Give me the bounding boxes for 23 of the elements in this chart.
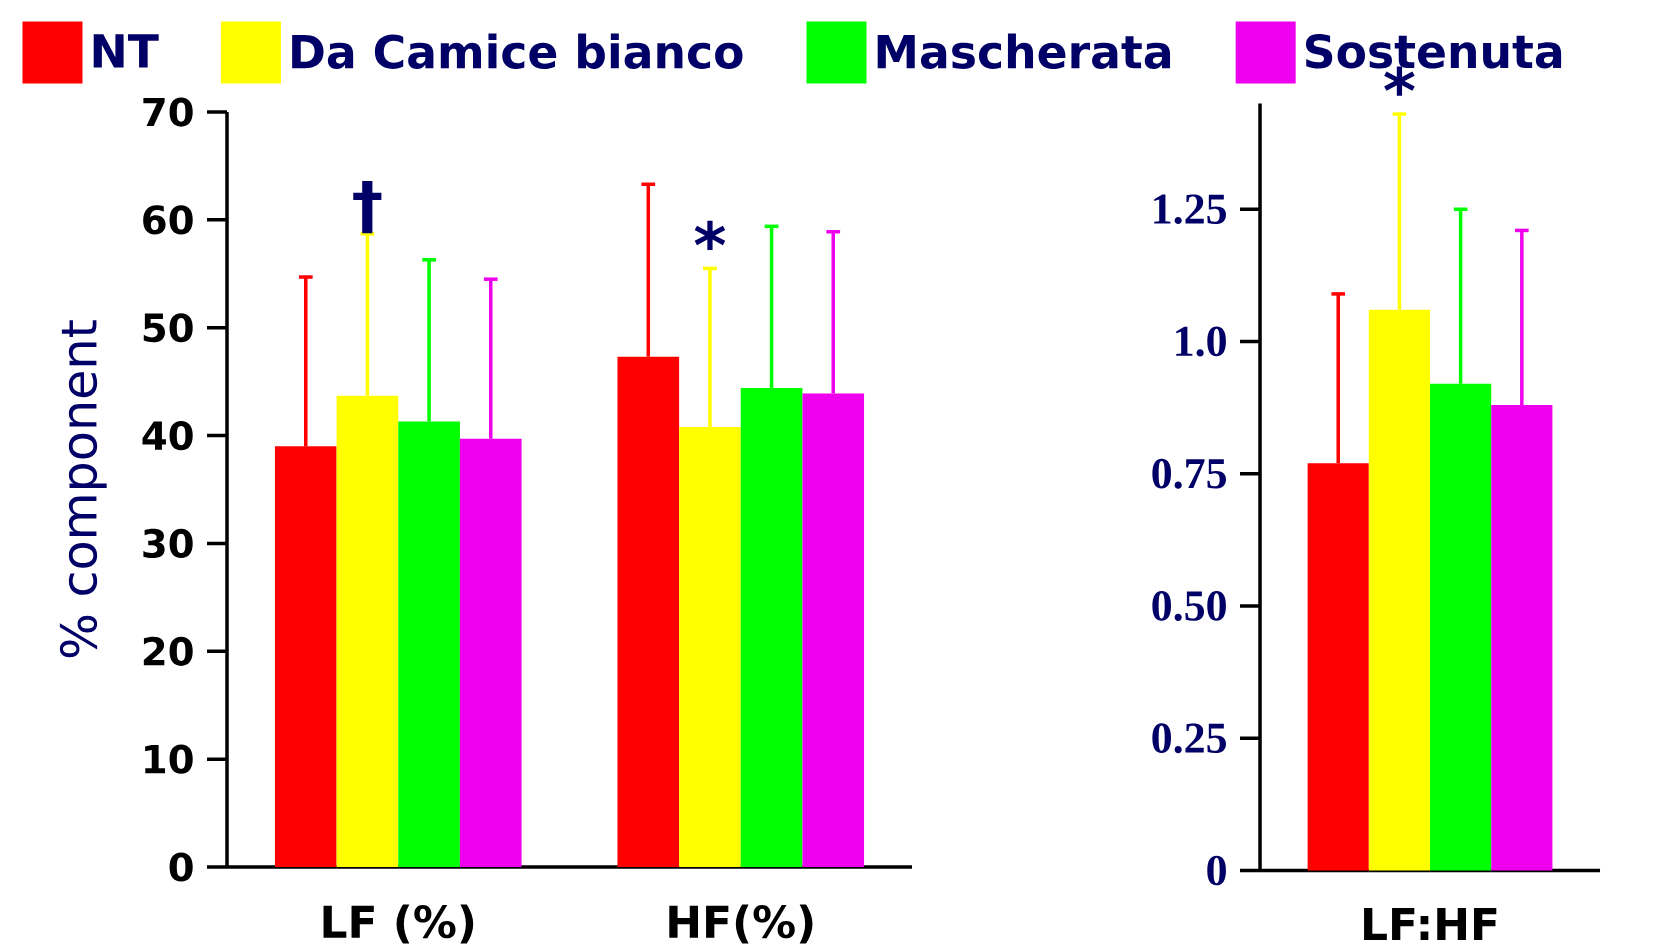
y-tick-label: 1.25 [1154,194,1226,225]
annotation: † [353,180,382,234]
annotation: * [694,220,726,251]
y-tick-label: 0 [169,852,193,882]
y-tick-label: 30 [143,528,193,559]
y-tick-label: 20 [143,636,193,666]
y-tick-label: 50 [143,313,193,343]
y-tick-label: 10 [145,744,193,774]
legend-label: NT [93,34,159,68]
y-tick-label: 0.50 [1152,591,1226,621]
y-tick-label: 0.75 [1152,458,1226,489]
y-tick-label: 60 [143,205,193,235]
y-tick-label: 70 [143,97,193,127]
y-tick-label: 1.0 [1176,326,1226,357]
y-tick-label: 0 [1207,855,1226,886]
y-axis-title: % component [59,320,107,658]
legend-label: Da Camice bianco [292,33,743,69]
x-tick-label: LF:HF [1364,907,1497,940]
y-tick-label: 40 [142,420,193,451]
legend-label: Mascherata [877,33,1171,69]
x-tick-label: LF (%) [323,904,474,944]
x-tick-label: HF(%) [669,904,813,944]
y-tick-label: 0.25 [1152,723,1226,754]
